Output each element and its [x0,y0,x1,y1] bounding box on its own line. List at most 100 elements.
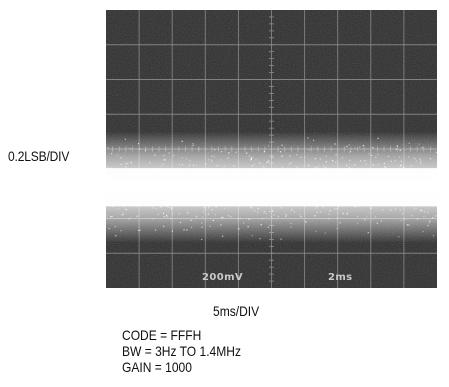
noise-speck [176,202,178,204]
noise-speck [254,191,256,193]
noise-speck [432,217,434,219]
noise-speck [290,162,292,164]
noise-speck [180,181,182,184]
noise-speck [173,169,175,171]
noise-speck [426,172,428,174]
noise-speck [370,202,372,204]
noise-speck [336,217,338,219]
noise-speck [336,228,338,230]
noise-speck [268,197,270,199]
noise-speck [390,197,392,199]
noise-speck [267,200,269,203]
noise-speck [244,196,246,198]
noise-speck [141,174,143,176]
noise-speck [110,167,112,169]
noise-speck [284,213,286,215]
noise-speck [427,172,430,174]
noise-speck [159,188,161,191]
noise-speck [357,215,359,217]
noise-speck [273,174,275,176]
noise-speck [235,151,237,153]
noise-speck [170,217,172,220]
noise-speck [393,170,395,172]
noise-speck [393,179,395,181]
noise-speck [203,207,205,209]
noise-speck [212,200,214,202]
noise-speck [410,182,412,184]
noise-speck [282,187,284,189]
noise-speck [189,201,192,203]
noise-speck [414,193,416,195]
noise-speck [178,173,180,175]
noise-speck [271,210,274,212]
noise-speck [125,208,127,210]
noise-speck [325,167,327,169]
noise-speck [183,178,185,180]
noise-speck [280,181,282,184]
noise-speck [430,182,433,184]
noise-speck [383,170,385,173]
noise-speck [426,198,428,200]
noise-speck [312,169,314,171]
noise-speck [413,207,415,209]
noise-speck [189,164,191,166]
noise-speck [429,220,431,222]
noise-speck [225,201,227,203]
noise-speck [221,217,223,219]
noise-speck [171,177,173,179]
noise-speck [268,188,270,190]
noise-speck [190,198,192,200]
noise-speck [238,189,240,192]
noise-speck [310,177,312,179]
noise-speck [358,184,360,186]
noise-speck [214,214,216,216]
noise-speck [354,164,356,166]
noise-speck [149,189,151,191]
noise-speck [234,174,236,176]
noise-speck [430,193,432,195]
noise-speck [348,181,350,184]
noise-speck [151,185,153,187]
noise-speck [314,177,316,179]
noise-speck [307,164,310,167]
noise-speck [402,194,404,196]
noise-speck [181,157,184,159]
noise-speck [162,163,164,165]
noise-speck [132,179,134,181]
noise-speck [348,167,350,169]
noise-speck [301,174,303,176]
noise-speck [317,165,319,168]
noise-speck [153,174,155,176]
noise-speck [268,145,270,147]
noise-speck [167,203,169,205]
noise-speck [247,226,249,228]
noise-speck [122,213,124,215]
noise-speck [363,188,365,191]
noise-speck [385,187,387,189]
noise-speck [424,184,426,186]
noise-speck [202,211,204,213]
noise-speck [344,170,346,172]
noise-speck [426,176,429,178]
noise-speck [235,177,237,179]
noise-speck [271,216,273,218]
noise-speck [285,215,287,218]
noise-speck [253,184,255,186]
noise-speck [125,163,127,165]
condition-bandwidth: BW = 3Hz TO 1.4MHz [122,343,241,359]
noise-speck [235,195,237,197]
noise-speck [120,230,122,232]
noise-speck [107,178,109,180]
noise-speck [425,193,427,195]
noise-speck [387,181,389,183]
noise-speck [416,178,418,180]
noise-speck [214,193,216,195]
noise-speck [111,153,113,155]
noise-speck [414,179,416,181]
noise-speck [200,174,202,177]
noise-speck [204,192,206,194]
noise-speck [358,173,360,175]
noise-speck [415,208,417,210]
noise-speck [395,180,397,182]
noise-speck [264,183,266,186]
